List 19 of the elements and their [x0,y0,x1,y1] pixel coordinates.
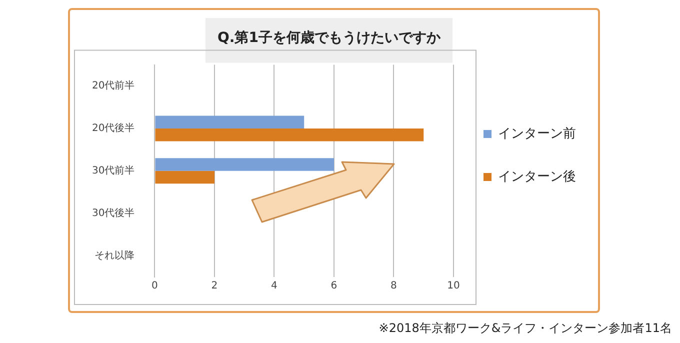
x-tick-label: 2 [211,280,218,292]
bar [155,128,424,142]
legend-label: インターン後 [498,169,576,184]
y-tick-label: それ以降 [94,249,135,262]
bar [155,170,214,184]
x-tick-label: 4 [271,280,278,292]
x-tick-label: 8 [390,280,397,292]
bar [155,116,304,128]
x-tick-label: 6 [330,280,338,292]
x-tick-label: 0 [152,280,158,292]
y-tick-label: 20代前半 [92,80,135,92]
bar [155,158,334,171]
text: ※2018年京都ワーク&ライフ・インターン参加者11名 [378,320,672,337]
y-tick-label: 30代後半 [92,206,135,219]
legend-label: インターン前 [498,126,576,142]
chart-title: Q.第1子を何歳でもうけたいですか [218,30,442,46]
y-tick-label: 20代後半 [92,122,135,134]
y-tick-label: 30代前半 [92,164,135,176]
x-tick-label: 10 [447,280,460,292]
